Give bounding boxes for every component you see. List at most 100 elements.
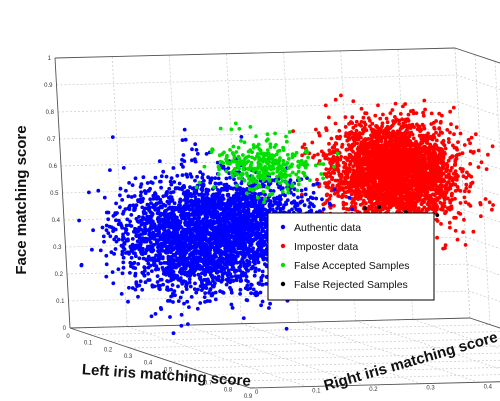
data-point (416, 208, 421, 212)
data-point (158, 287, 162, 292)
data-point (159, 277, 164, 282)
data-point (454, 156, 459, 161)
data-point (176, 284, 180, 289)
data-point (458, 131, 463, 136)
data-point (350, 115, 355, 120)
data-point (346, 156, 351, 161)
data-point (441, 166, 446, 171)
data-point (453, 196, 457, 201)
data-point (487, 200, 492, 205)
data-point (113, 227, 118, 232)
grid-line (56, 74, 457, 86)
data-point (363, 111, 367, 116)
data-point (362, 125, 367, 130)
data-point (381, 135, 386, 140)
data-point (452, 132, 456, 137)
x-tick-label: 0.6 (184, 374, 193, 380)
data-point (359, 106, 364, 111)
data-point (119, 292, 124, 296)
data-point (455, 185, 460, 189)
data-point (417, 133, 422, 138)
data-point (397, 129, 402, 134)
data-point (424, 136, 429, 141)
grid-line (454, 47, 500, 64)
data-point (402, 160, 406, 165)
data-point (432, 170, 437, 175)
data-point (185, 299, 190, 304)
data-point (355, 163, 359, 168)
data-point (396, 191, 401, 196)
data-point (325, 198, 329, 203)
data-point (406, 160, 411, 165)
data-point (434, 130, 438, 135)
data-point (118, 186, 123, 191)
data-point (425, 202, 430, 207)
data-point (121, 232, 125, 237)
data-point (463, 200, 468, 205)
data-point (438, 183, 443, 188)
grid-line (466, 263, 500, 276)
data-point (334, 148, 339, 153)
data-point (388, 111, 393, 115)
data-point (434, 163, 439, 168)
data-point (146, 254, 151, 259)
data-point (167, 273, 172, 278)
data-point (403, 172, 408, 177)
data-point (491, 203, 495, 207)
data-point (438, 120, 443, 125)
data-point (121, 166, 126, 170)
data-point (106, 231, 111, 236)
data-point (457, 152, 462, 157)
data-point (397, 202, 402, 207)
data-point (468, 184, 472, 189)
data-point (371, 153, 375, 158)
data-point (453, 161, 458, 166)
data-point (403, 102, 408, 106)
data-point (446, 137, 451, 141)
data-point (425, 149, 430, 154)
data-point (395, 170, 399, 175)
grid-line (89, 324, 491, 336)
data-point (393, 115, 397, 119)
data-point (127, 181, 131, 185)
data-point (187, 305, 191, 309)
data-point (132, 260, 137, 265)
data-point (397, 207, 402, 212)
data-point (338, 185, 343, 190)
data-point (327, 115, 331, 120)
data-point (386, 208, 391, 213)
data-point (472, 150, 476, 154)
data-point (395, 181, 400, 186)
data-point (330, 170, 335, 175)
data-point (178, 295, 183, 300)
data-point (356, 153, 360, 158)
data-point (369, 195, 373, 200)
data-point (120, 271, 125, 276)
data-point (396, 144, 401, 149)
data-point (200, 271, 204, 276)
data-point (195, 306, 200, 311)
data-point (335, 136, 340, 141)
data-point (330, 175, 334, 180)
data-point (430, 207, 435, 212)
data-point (406, 141, 411, 146)
data-point (397, 158, 402, 162)
data-point (267, 306, 271, 310)
data-point (351, 125, 356, 130)
data-point (380, 146, 385, 151)
data-point (442, 195, 446, 200)
data-point (446, 196, 450, 201)
data-point (429, 165, 434, 170)
data-point (380, 121, 385, 126)
data-point (423, 190, 428, 195)
data-point (391, 135, 396, 139)
data-point (439, 188, 444, 193)
data-point (372, 135, 377, 139)
data-point (158, 306, 163, 310)
data-point (302, 142, 307, 147)
data-point (368, 124, 372, 129)
data-point (422, 126, 427, 131)
data-point (79, 263, 84, 268)
data-point (373, 186, 378, 191)
data-point (379, 163, 384, 168)
